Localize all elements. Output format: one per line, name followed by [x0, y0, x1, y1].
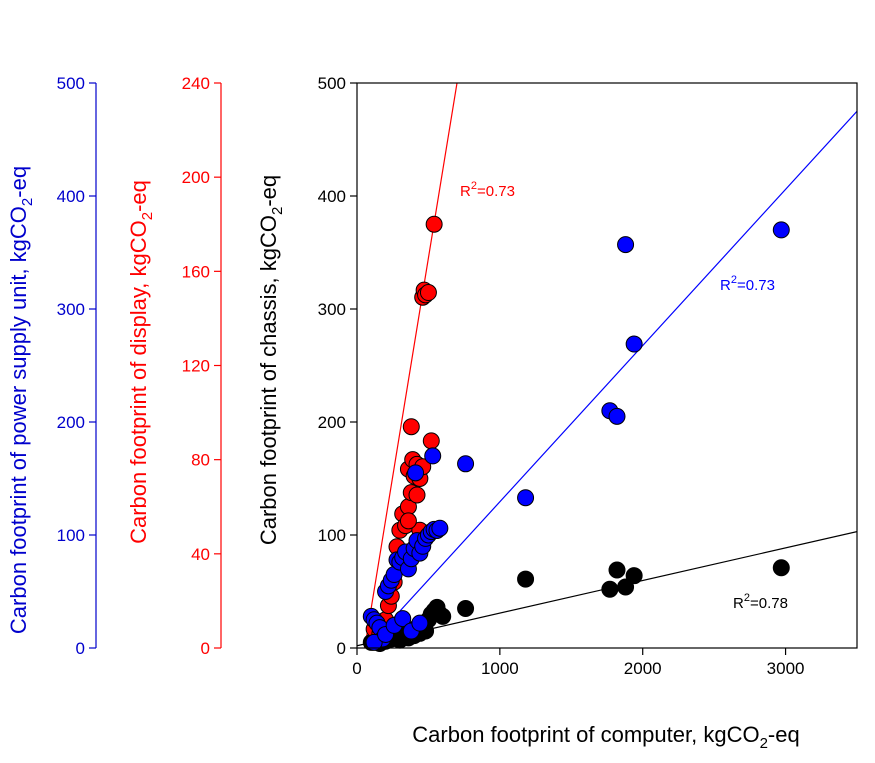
x-tick-label: 0 [352, 659, 361, 678]
point-chassis [457, 599, 475, 617]
point-psu [608, 407, 626, 425]
psu-tick-label: 200 [57, 413, 85, 432]
point-display [399, 512, 417, 530]
chassis-tick-label: 300 [318, 300, 346, 319]
chassis-tick-label: 100 [318, 526, 346, 545]
point-display [425, 215, 443, 233]
point-psu [625, 335, 643, 353]
display-tick-label: 40 [191, 545, 210, 564]
display-tick-label: 120 [182, 357, 210, 376]
data-points [362, 215, 790, 652]
x-tick-label: 3000 [767, 659, 805, 678]
x-tick-label: 2000 [624, 659, 662, 678]
chassis-tick-label: 500 [318, 74, 346, 93]
point-psu [394, 610, 412, 628]
point-chassis [608, 561, 626, 579]
x-tick-label: 1000 [481, 659, 519, 678]
point-display [419, 284, 437, 302]
point-psu [424, 447, 442, 465]
labels: R2=0.78 R2=0.73 R2=0.73 [460, 180, 788, 612]
point-psu [617, 236, 635, 254]
point-chassis [517, 570, 535, 588]
psu-tick-label: 100 [57, 526, 85, 545]
display-tick-label: 0 [201, 639, 210, 658]
psu-tick-label: 0 [76, 639, 85, 658]
point-psu [431, 519, 449, 537]
chassis-tick-label: 200 [318, 413, 346, 432]
point-chassis [625, 567, 643, 585]
display-tick-label: 200 [182, 168, 210, 187]
fit-line-psu [370, 110, 857, 643]
point-psu [772, 221, 790, 239]
x-axis-title: Carbon footprint of computer, kgCO2-eq [412, 722, 799, 752]
point-display [408, 486, 426, 504]
display-tick-label: 240 [182, 74, 210, 93]
chassis-tick-label: 400 [318, 187, 346, 206]
psu-tick-label: 300 [57, 300, 85, 319]
chassis-axis-title: Carbon footprint of chassis, kgCO2-eq [256, 175, 286, 545]
point-chassis [601, 580, 619, 598]
plot-frame [356, 82, 858, 649]
psu-tick-label: 500 [57, 74, 85, 93]
point-chassis [617, 578, 635, 596]
display-axis-title: Carbon footprint of display, kgCO2-eq [126, 180, 156, 544]
point-psu [517, 489, 535, 507]
psu-axis-title: Carbon footprint of power supply unit, k… [6, 166, 36, 634]
fit-line-display [364, 83, 458, 648]
point-psu [411, 614, 429, 632]
display-tick-label: 160 [182, 262, 210, 281]
point-psu [457, 455, 475, 473]
psu-tick-label: 400 [57, 187, 85, 206]
chassis-tick-label: 0 [337, 639, 346, 658]
point-chassis [772, 559, 790, 577]
r2-label-psu: R2=0.73 [720, 274, 775, 294]
point-display [402, 418, 420, 436]
point-psu [407, 464, 425, 482]
point-display [422, 432, 440, 450]
r2-label-chassis: R2=0.78 [733, 592, 788, 612]
display-tick-label: 80 [191, 451, 210, 470]
point-chassis [434, 607, 452, 625]
r2-label-display: R2=0.73 [460, 180, 515, 200]
